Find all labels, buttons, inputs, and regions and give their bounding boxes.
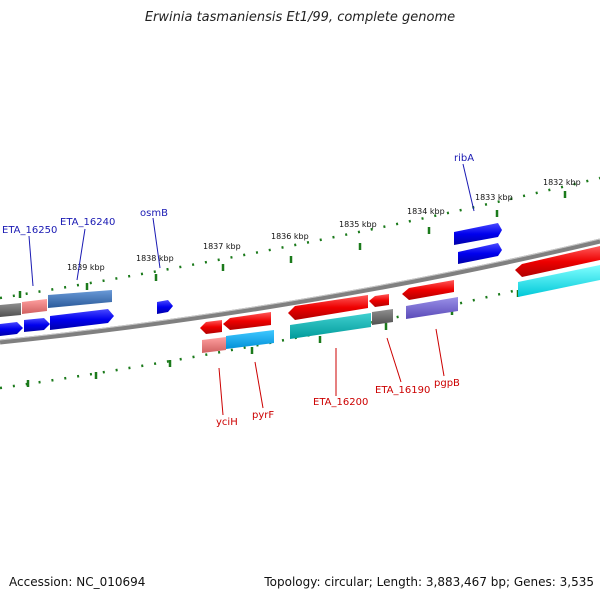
genome-backbone-highlight (0, 238, 600, 341)
gene-pgpB[interactable] (402, 280, 454, 300)
plus-callout-lines (28, 163, 475, 287)
feature-yciH[interactable] (202, 337, 226, 353)
gene-label-osmB: osmB (140, 208, 168, 219)
gene-left-gray[interactable] (0, 303, 21, 317)
topology-text: Topology: circular; Length: 3,883,467 bp… (264, 575, 594, 589)
gene-label-ETA_16250: ETA_16250 (2, 225, 57, 236)
gene-osmB[interactable] (157, 300, 173, 314)
kbp-label-1837: 1837 kbp (203, 242, 241, 251)
gene-ETA_16240[interactable] (48, 290, 112, 308)
plus-strand-genes (0, 223, 502, 336)
feature-pyrF[interactable] (226, 330, 274, 349)
accession-text: Accession: NC_010694 (9, 575, 146, 589)
minus-callout-lines (218, 328, 445, 416)
feature-pgpB[interactable] (406, 297, 458, 319)
kbp-label-1839: 1839 kbp (67, 263, 105, 272)
cds-ETA_16240[interactable] (50, 309, 114, 330)
kbp-label-1833: 1833 kbp (475, 193, 513, 202)
kbp-label-1835: 1835 kbp (339, 220, 377, 229)
kbp-label-1834: 1834 kbp (407, 207, 445, 216)
upper-major-ticks (18, 191, 567, 298)
gene-ETA_16190[interactable] (369, 294, 389, 307)
gene-label-ETA_16200: ETA_16200 (313, 397, 368, 408)
gene-pyrF[interactable] (223, 312, 271, 330)
cds-ribA[interactable] (458, 243, 502, 264)
gene-right-red[interactable] (515, 246, 600, 277)
kbp-label-1838: 1838 kbp (136, 254, 174, 263)
feature-right-cyan[interactable] (518, 265, 600, 297)
gene-label-ribA: ribA (454, 153, 474, 164)
gene-label-yciH: yciH (216, 417, 238, 428)
kbp-label-1836: 1836 kbp (271, 232, 309, 241)
gene-label-ETA_16190: ETA_16190 (375, 385, 430, 396)
gene-ETA_16250-feature[interactable] (22, 299, 47, 314)
genome-backbone (0, 238, 600, 345)
gene-ETA_16200[interactable] (288, 295, 368, 320)
gene-ribA[interactable] (454, 223, 502, 245)
gene-label-pyrF: pyrF (252, 410, 274, 421)
kbp-label-1832: 1832 kbp (543, 178, 581, 187)
cds-ETA_16250[interactable] (24, 318, 50, 332)
gene-yciH[interactable] (200, 320, 222, 334)
minus-strand-genes (200, 246, 600, 353)
feature-ETA_16200[interactable] (290, 313, 371, 339)
genome-title: Erwinia tasmaniensis Et1/99, complete ge… (144, 10, 456, 25)
feature-ETA_16190[interactable] (372, 309, 393, 325)
gene-label-pgpB: pgpB (434, 378, 460, 389)
cds-left-edge[interactable] (0, 322, 23, 336)
gene-label-ETA_16240: ETA_16240 (60, 217, 115, 228)
